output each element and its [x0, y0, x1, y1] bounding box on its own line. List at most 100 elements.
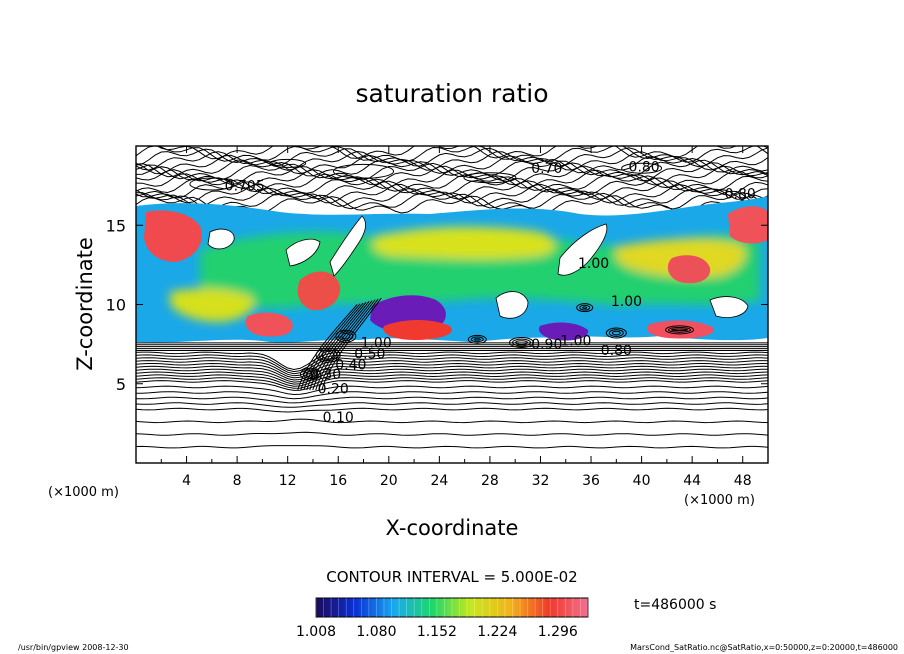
wave-contour-cell: [582, 306, 588, 309]
x-tick-label: 40: [633, 473, 651, 489]
wave-contour-cell: [611, 330, 621, 336]
dry-gap-diagonal-2: [285, 238, 321, 267]
wave-contour-line: [300, 303, 361, 391]
wave-contour-cell: [338, 331, 354, 342]
lower-contour-line: [136, 402, 768, 408]
wave-contour-line: [321, 297, 382, 391]
contour-label: 0.80: [629, 159, 660, 175]
upper-contour-lines: [136, 146, 768, 215]
dry-gap-right-2: [709, 296, 749, 318]
wave-contour-line: [309, 301, 370, 391]
lower-contour-line: [136, 357, 768, 375]
wave-contour-cell: [318, 349, 338, 362]
supersaturation-field: [136, 196, 768, 343]
upper-contour-cell: [189, 177, 235, 191]
contour-labels: 0.100.200.300.400.501.00 1.001.001.000.90…: [225, 159, 756, 425]
lower-contour-line: [136, 368, 768, 383]
wave-contour-cell: [315, 347, 341, 363]
red-core: [383, 320, 452, 340]
upper-contour-line: [156, 146, 768, 160]
colorbar-tick-label: 1.152: [417, 624, 457, 640]
x-unit-label: (×1000 m): [684, 493, 755, 508]
wave-contour-cell: [579, 304, 591, 311]
wave-contour-cell: [608, 329, 624, 337]
time-label: t=486000 s: [634, 597, 716, 613]
colorbar-tick-label: 1.008: [296, 624, 336, 640]
colorbar-tick-label: 1.224: [477, 624, 517, 640]
lower-contour-line: [136, 431, 768, 436]
lower-contour-line: [136, 445, 768, 449]
lower-contour-line: [136, 396, 768, 404]
red-patch-left: [144, 210, 202, 262]
contour-label: 0.10: [323, 410, 354, 426]
wave-contour-cell: [473, 338, 481, 341]
dry-gap-left: [207, 228, 235, 250]
wave-contour-cell: [668, 326, 692, 333]
wave-contour-cell: [665, 325, 695, 335]
footer-left: /usr/bin/gpview 2008-12-30: [18, 643, 129, 652]
x-tick-label: 16: [329, 473, 347, 489]
contour-label: 0.30: [310, 367, 341, 383]
chart-title: saturation ratio: [355, 79, 548, 108]
wave-contour-cell: [509, 337, 535, 349]
contour-label: 1.00: [578, 256, 609, 272]
dry-gap-mid: [495, 291, 529, 319]
x-tick-label: 8: [233, 473, 242, 489]
lower-contour-line: [136, 360, 768, 377]
lower-contour-line: [136, 391, 768, 400]
wave-contour-cell: [515, 340, 529, 345]
x-tick-label: 32: [532, 473, 550, 489]
z-unit-label: (×1000 m): [48, 485, 119, 500]
lower-contour-lines: [136, 342, 768, 449]
wave-contour-cell: [671, 328, 689, 332]
upper-contour-cell: [269, 158, 307, 168]
wave-contour-line: [318, 298, 379, 391]
contour-label: 0.705: [225, 178, 265, 194]
yellow-zone-3: [170, 288, 255, 322]
lower-contour-line: [136, 418, 768, 424]
wave-contour-cell: [605, 327, 627, 339]
yellow-zone-1: [372, 227, 555, 260]
red-patch-right-middle: [667, 255, 711, 284]
x-tick-label: 36: [582, 473, 600, 489]
upper-contour-cell: [463, 172, 517, 184]
lower-contour-line: [136, 371, 768, 385]
upper-contour-cell: [621, 162, 663, 174]
contour-label: 1.00: [560, 334, 591, 350]
wave-contour-cell: [305, 370, 315, 378]
wave-contour-cell: [335, 329, 357, 343]
wave-contour-cell: [299, 367, 321, 381]
upper-contour-line: [136, 146, 768, 163]
contour-label: 1.00: [361, 335, 392, 351]
dry-gap-right: [557, 223, 608, 276]
y-axis-label: Z-coordinate: [73, 237, 97, 371]
lower-contour-line: [136, 385, 768, 396]
x-tick-label: 48: [734, 473, 752, 489]
wave-contour-cell: [302, 369, 318, 380]
x-tick-label: 28: [481, 473, 499, 489]
contour-interval-label: CONTOUR INTERVAL = 5.000E-02: [326, 568, 577, 586]
colorbar-tick-label: 1.296: [538, 624, 578, 640]
lower-contour-line: [136, 365, 768, 381]
upper-contour-cell: [333, 163, 395, 179]
x-tick-label: 24: [430, 473, 448, 489]
contour-label: 0.20: [318, 381, 349, 397]
wave-contour-line: [312, 300, 373, 391]
upper-contour-line: [136, 147, 768, 168]
lower-contour-line: [136, 362, 768, 379]
contour-label: 0.80: [601, 343, 632, 359]
red-patch-center: [297, 271, 341, 311]
x-tick-label: 4: [182, 473, 191, 489]
contour-label: 0.80: [725, 186, 756, 202]
wave-contour-cell: [512, 338, 532, 347]
lower-contour-line: [136, 407, 768, 413]
purple-right: [538, 322, 589, 341]
upper-contour-line: [136, 183, 768, 204]
mountain-wave-contours: [297, 297, 695, 391]
lower-contour-line: [136, 380, 768, 391]
wave-contour-cell: [576, 303, 594, 313]
contour-label: 0.90: [531, 337, 562, 353]
contour-label: 0.50: [354, 346, 385, 362]
footer-right: MarsCond_SatRatio.nc@SatRatio,x=0:50000,…: [630, 643, 898, 652]
wave-contour-line: [315, 299, 376, 391]
